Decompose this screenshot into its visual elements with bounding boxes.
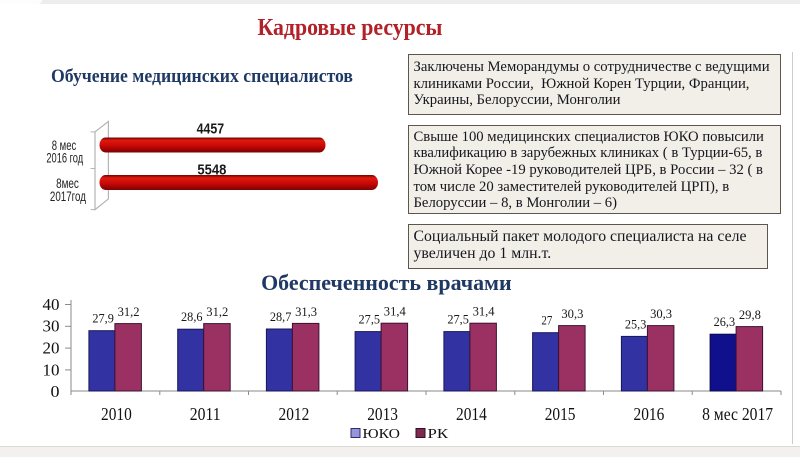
svg-text:4457: 4457 <box>197 121 225 138</box>
svg-text:31,4: 31,4 <box>473 305 496 319</box>
svg-text:2015: 2015 <box>545 404 576 424</box>
svg-text:27: 27 <box>541 314 553 328</box>
svg-text:30: 30 <box>43 317 60 336</box>
svg-text:28,7: 28,7 <box>270 310 292 324</box>
svg-text:0: 0 <box>51 382 60 401</box>
svg-text:31,3: 31,3 <box>295 305 317 319</box>
svg-text:2010: 2010 <box>101 404 132 424</box>
svg-text:29,8: 29,8 <box>739 308 761 322</box>
svg-text:27,9: 27,9 <box>92 312 114 326</box>
svg-text:27,5: 27,5 <box>359 313 381 327</box>
svg-text:2016 год: 2016 год <box>46 151 83 166</box>
svg-text:25,3: 25,3 <box>625 317 647 331</box>
svg-text:40: 40 <box>43 295 60 314</box>
svg-text:РК: РК <box>428 427 449 442</box>
svg-text:2011: 2011 <box>190 404 221 424</box>
svg-text:30,3: 30,3 <box>650 307 672 321</box>
svg-text:27,5: 27,5 <box>447 313 469 327</box>
svg-text:20: 20 <box>43 339 60 358</box>
svg-text:26,3: 26,3 <box>714 315 736 329</box>
svg-text:ЮКО: ЮКО <box>363 427 401 442</box>
svg-text:2017год: 2017год <box>50 189 86 204</box>
svg-text:8мес: 8мес <box>56 176 79 191</box>
svg-text:31,2: 31,2 <box>118 305 140 319</box>
svg-text:2013: 2013 <box>367 404 398 424</box>
svg-text:31,4: 31,4 <box>384 305 407 319</box>
svg-text:2014: 2014 <box>456 404 487 424</box>
svg-text:8 мес: 8 мес <box>52 138 77 153</box>
svg-text:8 мес 2017: 8 мес 2017 <box>702 404 773 424</box>
svg-text:5548: 5548 <box>197 162 226 179</box>
svg-text:2012: 2012 <box>279 404 310 424</box>
svg-text:10: 10 <box>43 360 60 379</box>
svg-text:30,3: 30,3 <box>561 307 583 321</box>
svg-text:28,6: 28,6 <box>181 310 203 324</box>
svg-text:2016: 2016 <box>634 404 665 424</box>
svg-text:31,2: 31,2 <box>206 305 228 319</box>
